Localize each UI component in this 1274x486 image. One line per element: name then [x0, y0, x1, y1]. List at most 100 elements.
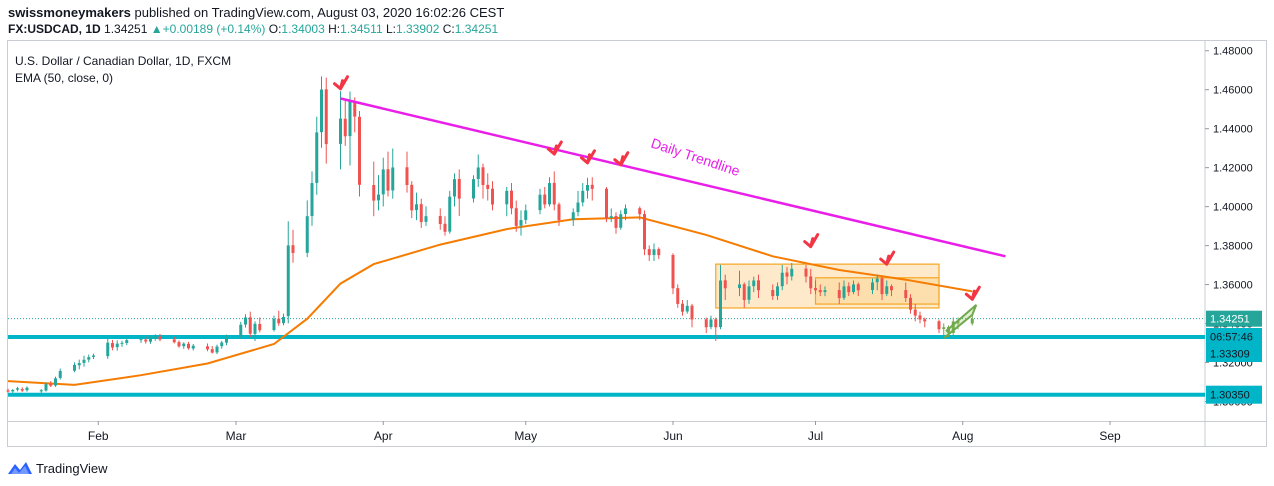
- candle-body[interactable]: [82, 359, 86, 363]
- candle-body[interactable]: [476, 167, 480, 179]
- candle[interactable]: [320, 76, 323, 148]
- candle[interactable]: [904, 282, 908, 302]
- candle[interactable]: [852, 280, 855, 295]
- candle-body[interactable]: [548, 183, 551, 205]
- candle-body[interactable]: [149, 337, 152, 342]
- candle-body[interactable]: [557, 204, 561, 221]
- candle-body[interactable]: [206, 346, 209, 350]
- candle[interactable]: [144, 335, 148, 344]
- candle-body[interactable]: [315, 132, 319, 183]
- candle[interactable]: [20, 387, 24, 392]
- candle[interactable]: [73, 362, 76, 373]
- candle-body[interactable]: [970, 318, 974, 324]
- candle-body[interactable]: [690, 305, 694, 320]
- candle-body[interactable]: [524, 210, 528, 220]
- candle[interactable]: [115, 340, 119, 351]
- candle[interactable]: [486, 173, 490, 201]
- candle-body[interactable]: [937, 321, 941, 330]
- candle-body[interactable]: [909, 297, 912, 310]
- candle[interactable]: [44, 382, 48, 392]
- candle-body[interactable]: [187, 343, 190, 349]
- candle-body[interactable]: [106, 342, 110, 357]
- candle[interactable]: [657, 247, 661, 260]
- candle-body[interactable]: [111, 343, 114, 348]
- candle-body[interactable]: [258, 323, 262, 331]
- candle[interactable]: [704, 317, 708, 334]
- candle-body[interactable]: [386, 169, 390, 191]
- candle[interactable]: [780, 264, 784, 291]
- candle[interactable]: [880, 276, 884, 300]
- candle[interactable]: [448, 190, 452, 234]
- candle[interactable]: [847, 282, 851, 297]
- candle[interactable]: [790, 262, 794, 281]
- candle[interactable]: [476, 154, 480, 187]
- candle[interactable]: [82, 355, 86, 367]
- candle-body[interactable]: [291, 245, 295, 254]
- candle-body[interactable]: [215, 346, 219, 353]
- candle[interactable]: [690, 303, 694, 328]
- candle-body[interactable]: [472, 179, 475, 199]
- candle[interactable]: [557, 202, 561, 226]
- candle-body[interactable]: [11, 390, 15, 392]
- candle[interactable]: [16, 386, 19, 392]
- candle-body[interactable]: [305, 216, 309, 253]
- candle-body[interactable]: [657, 249, 661, 256]
- candle-body[interactable]: [723, 280, 727, 289]
- candle-body[interactable]: [120, 342, 124, 344]
- candle-body[interactable]: [647, 249, 651, 256]
- candle[interactable]: [182, 342, 186, 349]
- candle-body[interactable]: [381, 169, 385, 195]
- candle[interactable]: [424, 206, 428, 226]
- candle[interactable]: [685, 299, 689, 314]
- candle-body[interactable]: [448, 196, 452, 232]
- candle-body[interactable]: [210, 349, 214, 353]
- ema-line[interactable]: [7, 216, 973, 386]
- candle-body[interactable]: [391, 167, 395, 191]
- candle-body[interactable]: [377, 194, 380, 201]
- candle-body[interactable]: [177, 342, 181, 347]
- candle-body[interactable]: [158, 336, 162, 340]
- candle[interactable]: [49, 381, 53, 388]
- candle-body[interactable]: [780, 272, 784, 287]
- candle-body[interactable]: [505, 190, 509, 205]
- candle-body[interactable]: [885, 286, 889, 294]
- candle[interactable]: [286, 221, 290, 324]
- candle[interactable]: [410, 181, 414, 219]
- candle[interactable]: [647, 245, 651, 262]
- candle[interactable]: [909, 294, 912, 314]
- candle-body[interactable]: [324, 89, 328, 145]
- candle[interactable]: [785, 266, 789, 285]
- candle-body[interactable]: [25, 387, 29, 391]
- candle-body[interactable]: [576, 202, 580, 213]
- candle-body[interactable]: [880, 278, 884, 295]
- candle-body[interactable]: [491, 188, 494, 205]
- candle-body[interactable]: [671, 254, 675, 289]
- candle-body[interactable]: [681, 303, 684, 312]
- candle-body[interactable]: [44, 384, 48, 391]
- candle-body[interactable]: [372, 185, 376, 201]
- candle[interactable]: [757, 274, 760, 299]
- candle[interactable]: [111, 339, 114, 351]
- candle-body[interactable]: [571, 212, 575, 220]
- candle[interactable]: [120, 340, 124, 347]
- candles-layer[interactable]: [6, 76, 974, 394]
- candle[interactable]: [220, 340, 224, 349]
- candle[interactable]: [277, 310, 281, 326]
- candle-body[interactable]: [742, 284, 746, 300]
- candle-body[interactable]: [481, 167, 485, 186]
- candle-body[interactable]: [581, 190, 585, 203]
- candle-body[interactable]: [951, 321, 955, 333]
- candle[interactable]: [125, 337, 129, 346]
- candle[interactable]: [391, 148, 395, 199]
- tradingview-logo-icon[interactable]: [8, 461, 32, 475]
- candle-body[interactable]: [856, 284, 860, 291]
- candle[interactable]: [524, 204, 528, 224]
- candle[interactable]: [310, 171, 314, 226]
- candle-body[interactable]: [248, 317, 252, 334]
- candle-body[interactable]: [643, 214, 646, 250]
- candle[interactable]: [842, 280, 846, 300]
- candle[interactable]: [358, 110, 361, 197]
- candle-body[interactable]: [818, 290, 822, 293]
- candle[interactable]: [453, 173, 456, 207]
- candle[interactable]: [747, 280, 751, 304]
